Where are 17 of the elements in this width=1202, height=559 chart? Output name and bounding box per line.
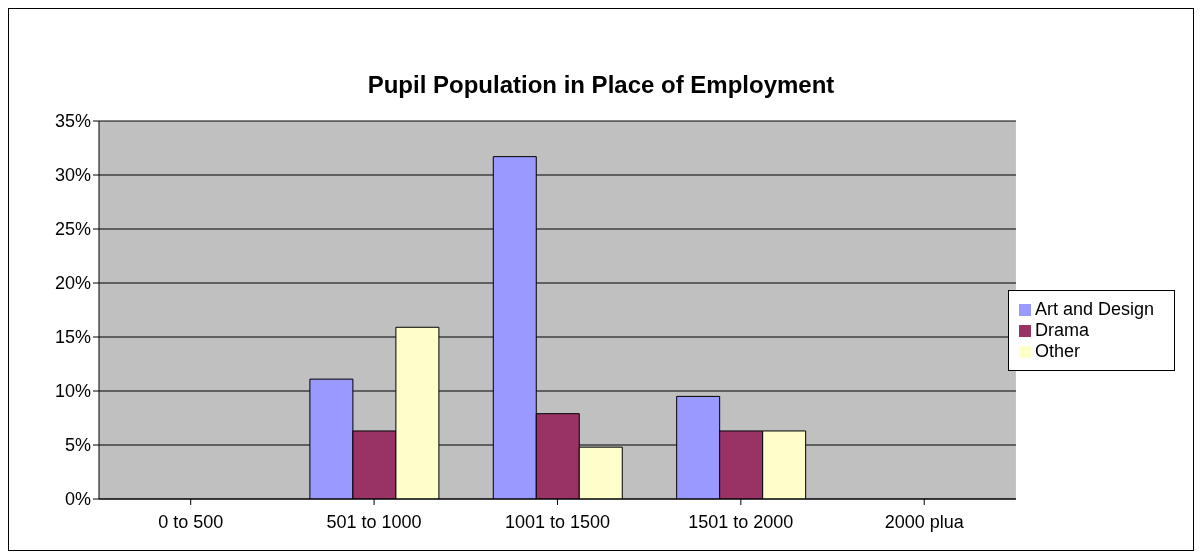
legend-label: Art and Design xyxy=(1034,298,1154,319)
legend-label: Other xyxy=(1034,340,1080,361)
x-tick-label: 1001 to 1500 xyxy=(504,511,611,532)
x-tick-label: 501 to 1000 xyxy=(326,511,422,532)
y-tick-label: 0% xyxy=(64,489,91,510)
y-tick-label: 30% xyxy=(54,165,91,186)
x-tick-label: 2000 plua xyxy=(884,511,965,532)
y-tick-label: 15% xyxy=(54,327,91,348)
y-tick-label: 20% xyxy=(54,273,91,294)
x-tick-label: 1501 to 2000 xyxy=(688,511,794,532)
y-tick-label: 5% xyxy=(64,435,91,456)
legend-label: Drama xyxy=(1034,319,1089,340)
y-tick-label: 10% xyxy=(54,381,91,402)
x-tick-label: 0 to 500 xyxy=(158,511,224,532)
y-tick-label: 35% xyxy=(54,111,91,132)
y-tick-label: 25% xyxy=(54,219,91,240)
chart-title: Pupil Population in Place of Employment xyxy=(366,70,836,100)
